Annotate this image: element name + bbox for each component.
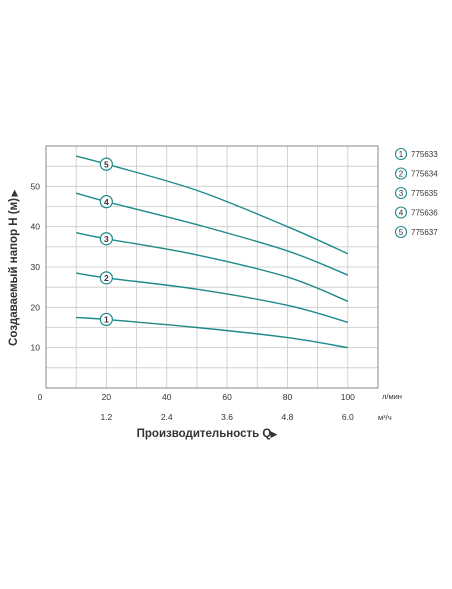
grid [45, 145, 379, 389]
curve-marker-3: 3 [99, 232, 113, 246]
curve-marker-4: 4 [99, 195, 113, 209]
y-tick-label: 40 [31, 222, 41, 232]
legend-marker-circle [394, 225, 408, 239]
legend-label: 775637 [411, 228, 438, 237]
curve-775634 [76, 272, 348, 323]
legend-marker-circle [394, 147, 408, 161]
legend-marker-circle [394, 186, 408, 200]
legend-item-775637: 5 775637 [394, 225, 438, 239]
legend: 1 775633 2 775634 3 775635 4 775636 5 775637 [394, 147, 438, 239]
plot-frame [45, 145, 379, 389]
legend-marker-label: 2 [399, 170, 404, 179]
curve-marker-circle [99, 271, 113, 285]
legend-marker-circle [394, 206, 408, 219]
x-tick-label-primary: 20 [102, 392, 112, 402]
curve-775635 [76, 232, 349, 302]
curve-marker-label: 1 [104, 315, 109, 325]
curve-775637 [76, 155, 349, 255]
curve-marker-2: 2 [99, 271, 113, 285]
curve-markers: 1 2 3 4 5 [99, 157, 113, 327]
legend-item-775636: 4 775636 [394, 206, 438, 219]
curve-marker-label: 4 [104, 197, 109, 207]
legend-marker-label: 3 [399, 189, 404, 198]
curve-marker-circle [99, 312, 113, 327]
x-axis-arrow-icon: ▶ [271, 429, 278, 439]
legend-item-775633: 1 775633 [394, 147, 438, 161]
y-tick-label: 20 [31, 302, 41, 312]
legend-marker-label: 5 [399, 228, 404, 237]
curve-775633 [76, 316, 348, 349]
curve-marker-5: 5 [99, 157, 113, 171]
x-tick-label-primary: 40 [162, 392, 172, 402]
curve-775636 [76, 192, 349, 276]
y-tick-label: 30 [31, 262, 41, 272]
legend-item-775634: 2 775634 [394, 167, 438, 180]
legend-marker-label: 1 [399, 150, 404, 159]
legend-label: 775633 [411, 150, 438, 159]
x-tick-label-secondary: 3.6 [221, 412, 233, 422]
x-unit-secondary: м³/ч [378, 413, 392, 422]
curve-marker-label: 3 [104, 234, 109, 244]
x-tick-label-primary: 80 [283, 392, 293, 402]
curve-marker-circle [99, 157, 113, 171]
y-tick-label: 10 [31, 343, 41, 353]
legend-label: 775635 [411, 189, 438, 198]
y-tick-label: 50 [31, 181, 41, 191]
legend-item-775635: 3 775635 [394, 186, 438, 200]
curve-marker-label: 5 [104, 159, 109, 169]
curve-marker-label: 2 [104, 273, 109, 283]
x-tick-label-primary: 0 [38, 392, 43, 402]
legend-label: 775634 [411, 170, 438, 179]
x-axis-label: Производительность Q [137, 428, 272, 440]
x-tick-label-primary: 100 [341, 392, 355, 402]
legend-marker-label: 4 [399, 209, 404, 218]
tick-labels: 10 20 30 40 50 0 20 40 60 80 100 1.2 2.4 3.6 4.8 6.0 [31, 181, 356, 422]
x-tick-label-primary: 60 [222, 392, 232, 402]
x-tick-label-secondary: 6.0 [342, 412, 354, 422]
curves [76, 155, 349, 349]
x-tick-label-secondary: 4.8 [282, 412, 294, 422]
legend-label: 775636 [411, 209, 438, 218]
legend-marker-circle [394, 167, 408, 180]
curve-marker-circle [99, 232, 113, 246]
y-axis-arrow-icon: ▶ [9, 189, 19, 196]
y-axis-label: Создаваемый напор H (м) [8, 198, 20, 346]
curve-marker-1: 1 [99, 312, 113, 327]
x-tick-label-secondary: 1.2 [100, 412, 112, 422]
x-tick-label-secondary: 2.4 [161, 412, 173, 422]
curve-marker-circle [99, 195, 113, 209]
x-unit-primary: л/мин [382, 392, 402, 401]
